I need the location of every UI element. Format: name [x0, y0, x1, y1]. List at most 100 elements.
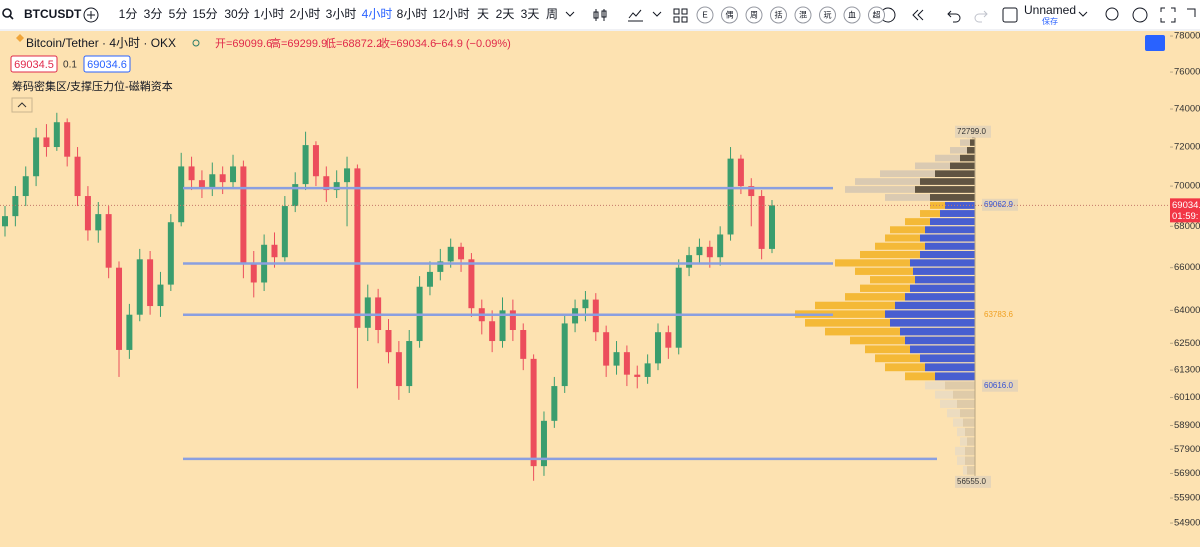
- profile-inner: [900, 327, 975, 336]
- settings-icon[interactable]: [1132, 7, 1148, 23]
- candle-body: [198, 180, 205, 189]
- indicator-button[interactable]: [819, 6, 836, 24]
- interval-button[interactable]: 1小时: [254, 7, 285, 21]
- visibility-icon[interactable]: [192, 39, 200, 47]
- search-icon[interactable]: [1105, 7, 1119, 21]
- indicator-button[interactable]: [721, 6, 738, 24]
- indicator-button[interactable]: [745, 6, 763, 24]
- profile-outer: [860, 250, 920, 259]
- snapshot-icon[interactable]: [1187, 8, 1196, 17]
- interval-button[interactable]: 4小时: [362, 7, 393, 21]
- profile-inner: [920, 234, 975, 242]
- candle-body: [240, 166, 247, 264]
- candle-body: [395, 352, 402, 387]
- undo-icon[interactable]: [947, 10, 961, 23]
- candle-body: [281, 206, 288, 258]
- profile-outer: [870, 276, 915, 284]
- redo-icon[interactable]: [974, 10, 988, 23]
- chevron[interactable]: [565, 11, 575, 17]
- ask-box[interactable]: [83, 55, 131, 73]
- profile-outer: [947, 409, 960, 418]
- profile-inner: [925, 363, 975, 372]
- replay-icon[interactable]: [912, 9, 924, 21]
- interval-button[interactable]: 8小时: [397, 7, 428, 21]
- profile-inner: [920, 354, 975, 363]
- candle-body: [74, 156, 81, 197]
- profile-outer: [865, 345, 910, 354]
- y-tick-label: 68000.0: [1174, 221, 1200, 232]
- symbol[interactable]: BTCUSDT: [24, 7, 82, 21]
- interval-button[interactable]: 3分: [144, 7, 163, 21]
- profile-inner: [910, 284, 975, 292]
- chart-type-icon[interactable]: [593, 9, 607, 21]
- profile-outer: [875, 242, 925, 250]
- bid-box[interactable]: [10, 55, 58, 73]
- interval-button[interactable]: 3小时: [326, 7, 357, 21]
- profile-outer: [935, 154, 960, 162]
- interval-button[interactable]: 12小时: [432, 7, 469, 21]
- profile-outer: [845, 293, 905, 301]
- spread: 0.1: [63, 60, 77, 71]
- indicator-label: 玩: [824, 11, 832, 20]
- legend-high: 高=69299.9: [270, 36, 327, 50]
- profile-inner: [935, 372, 975, 381]
- interval-button[interactable]: 15分: [192, 7, 217, 21]
- indicator-button[interactable]: [696, 6, 714, 24]
- chevron[interactable]: [1078, 11, 1088, 17]
- candle-body: [323, 176, 330, 191]
- add-symbol[interactable]: [83, 7, 99, 23]
- layout-checkbox[interactable]: [1002, 7, 1018, 23]
- last-price-label: 69034.6: [1172, 200, 1200, 211]
- profile-inner: [965, 456, 975, 465]
- interval-button[interactable]: 1分: [119, 7, 138, 21]
- profile-inner: [920, 250, 975, 259]
- layout-name[interactable]: Unnamed: [1024, 3, 1076, 17]
- profile-label: 72799.0: [957, 127, 986, 136]
- indicator-button[interactable]: [868, 6, 885, 24]
- indicator-button[interactable]: [794, 6, 812, 24]
- profile-inner: [910, 259, 975, 267]
- y-tick-label: 57900.0: [1174, 444, 1200, 455]
- indicator-label: 偶: [726, 10, 734, 20]
- indicators-icon[interactable]: [628, 9, 643, 22]
- candle-body: [623, 352, 630, 375]
- candle-body: [737, 158, 744, 187]
- y-tick-label: 61300.0: [1174, 365, 1200, 376]
- interval-button[interactable]: 天: [477, 7, 489, 21]
- candle-body: [126, 314, 133, 350]
- search-icon[interactable]: [2, 8, 12, 18]
- candle-body: [437, 261, 444, 272]
- layout-icon[interactable]: [673, 8, 688, 23]
- candle-body: [178, 166, 185, 223]
- interval-button[interactable]: 5分: [169, 7, 188, 21]
- interval-button[interactable]: 30分: [224, 7, 249, 21]
- toolbar-bg: [0, 0, 1200, 30]
- save-label[interactable]: 保存: [1042, 16, 1058, 26]
- y-tick-label: 64000.0: [1174, 305, 1200, 316]
- candle-body: [717, 234, 724, 258]
- profile-outer: [890, 226, 925, 234]
- profile-inner: [915, 276, 975, 284]
- chevron[interactable]: [652, 11, 662, 17]
- collapse-button[interactable]: [11, 97, 33, 113]
- fullscreen-icon[interactable]: [1160, 7, 1176, 23]
- profile-inner: [930, 218, 975, 226]
- legend-open: 开=69099.6: [215, 38, 272, 50]
- candle-body: [530, 358, 537, 467]
- interval-button[interactable]: 2小时: [290, 7, 321, 21]
- profile-inner: [957, 399, 975, 408]
- interval-button[interactable]: 周: [546, 7, 558, 21]
- candle-body: [292, 184, 299, 207]
- indicator-button[interactable]: [770, 6, 787, 24]
- interval-button[interactable]: 3天: [521, 7, 540, 21]
- profile-outer: [940, 399, 957, 408]
- y-tick-label: 66000.0: [1174, 262, 1200, 273]
- profile-label: 63783.6: [984, 310, 1013, 319]
- candle-body: [540, 420, 547, 467]
- interval-button[interactable]: 2天: [496, 7, 515, 21]
- profile-inner: [970, 139, 975, 146]
- object-tree-button[interactable]: [1145, 35, 1165, 51]
- profile-outer: [925, 381, 945, 390]
- indicator-button[interactable]: [843, 6, 861, 24]
- y-tick-label: 76000.0: [1174, 67, 1200, 78]
